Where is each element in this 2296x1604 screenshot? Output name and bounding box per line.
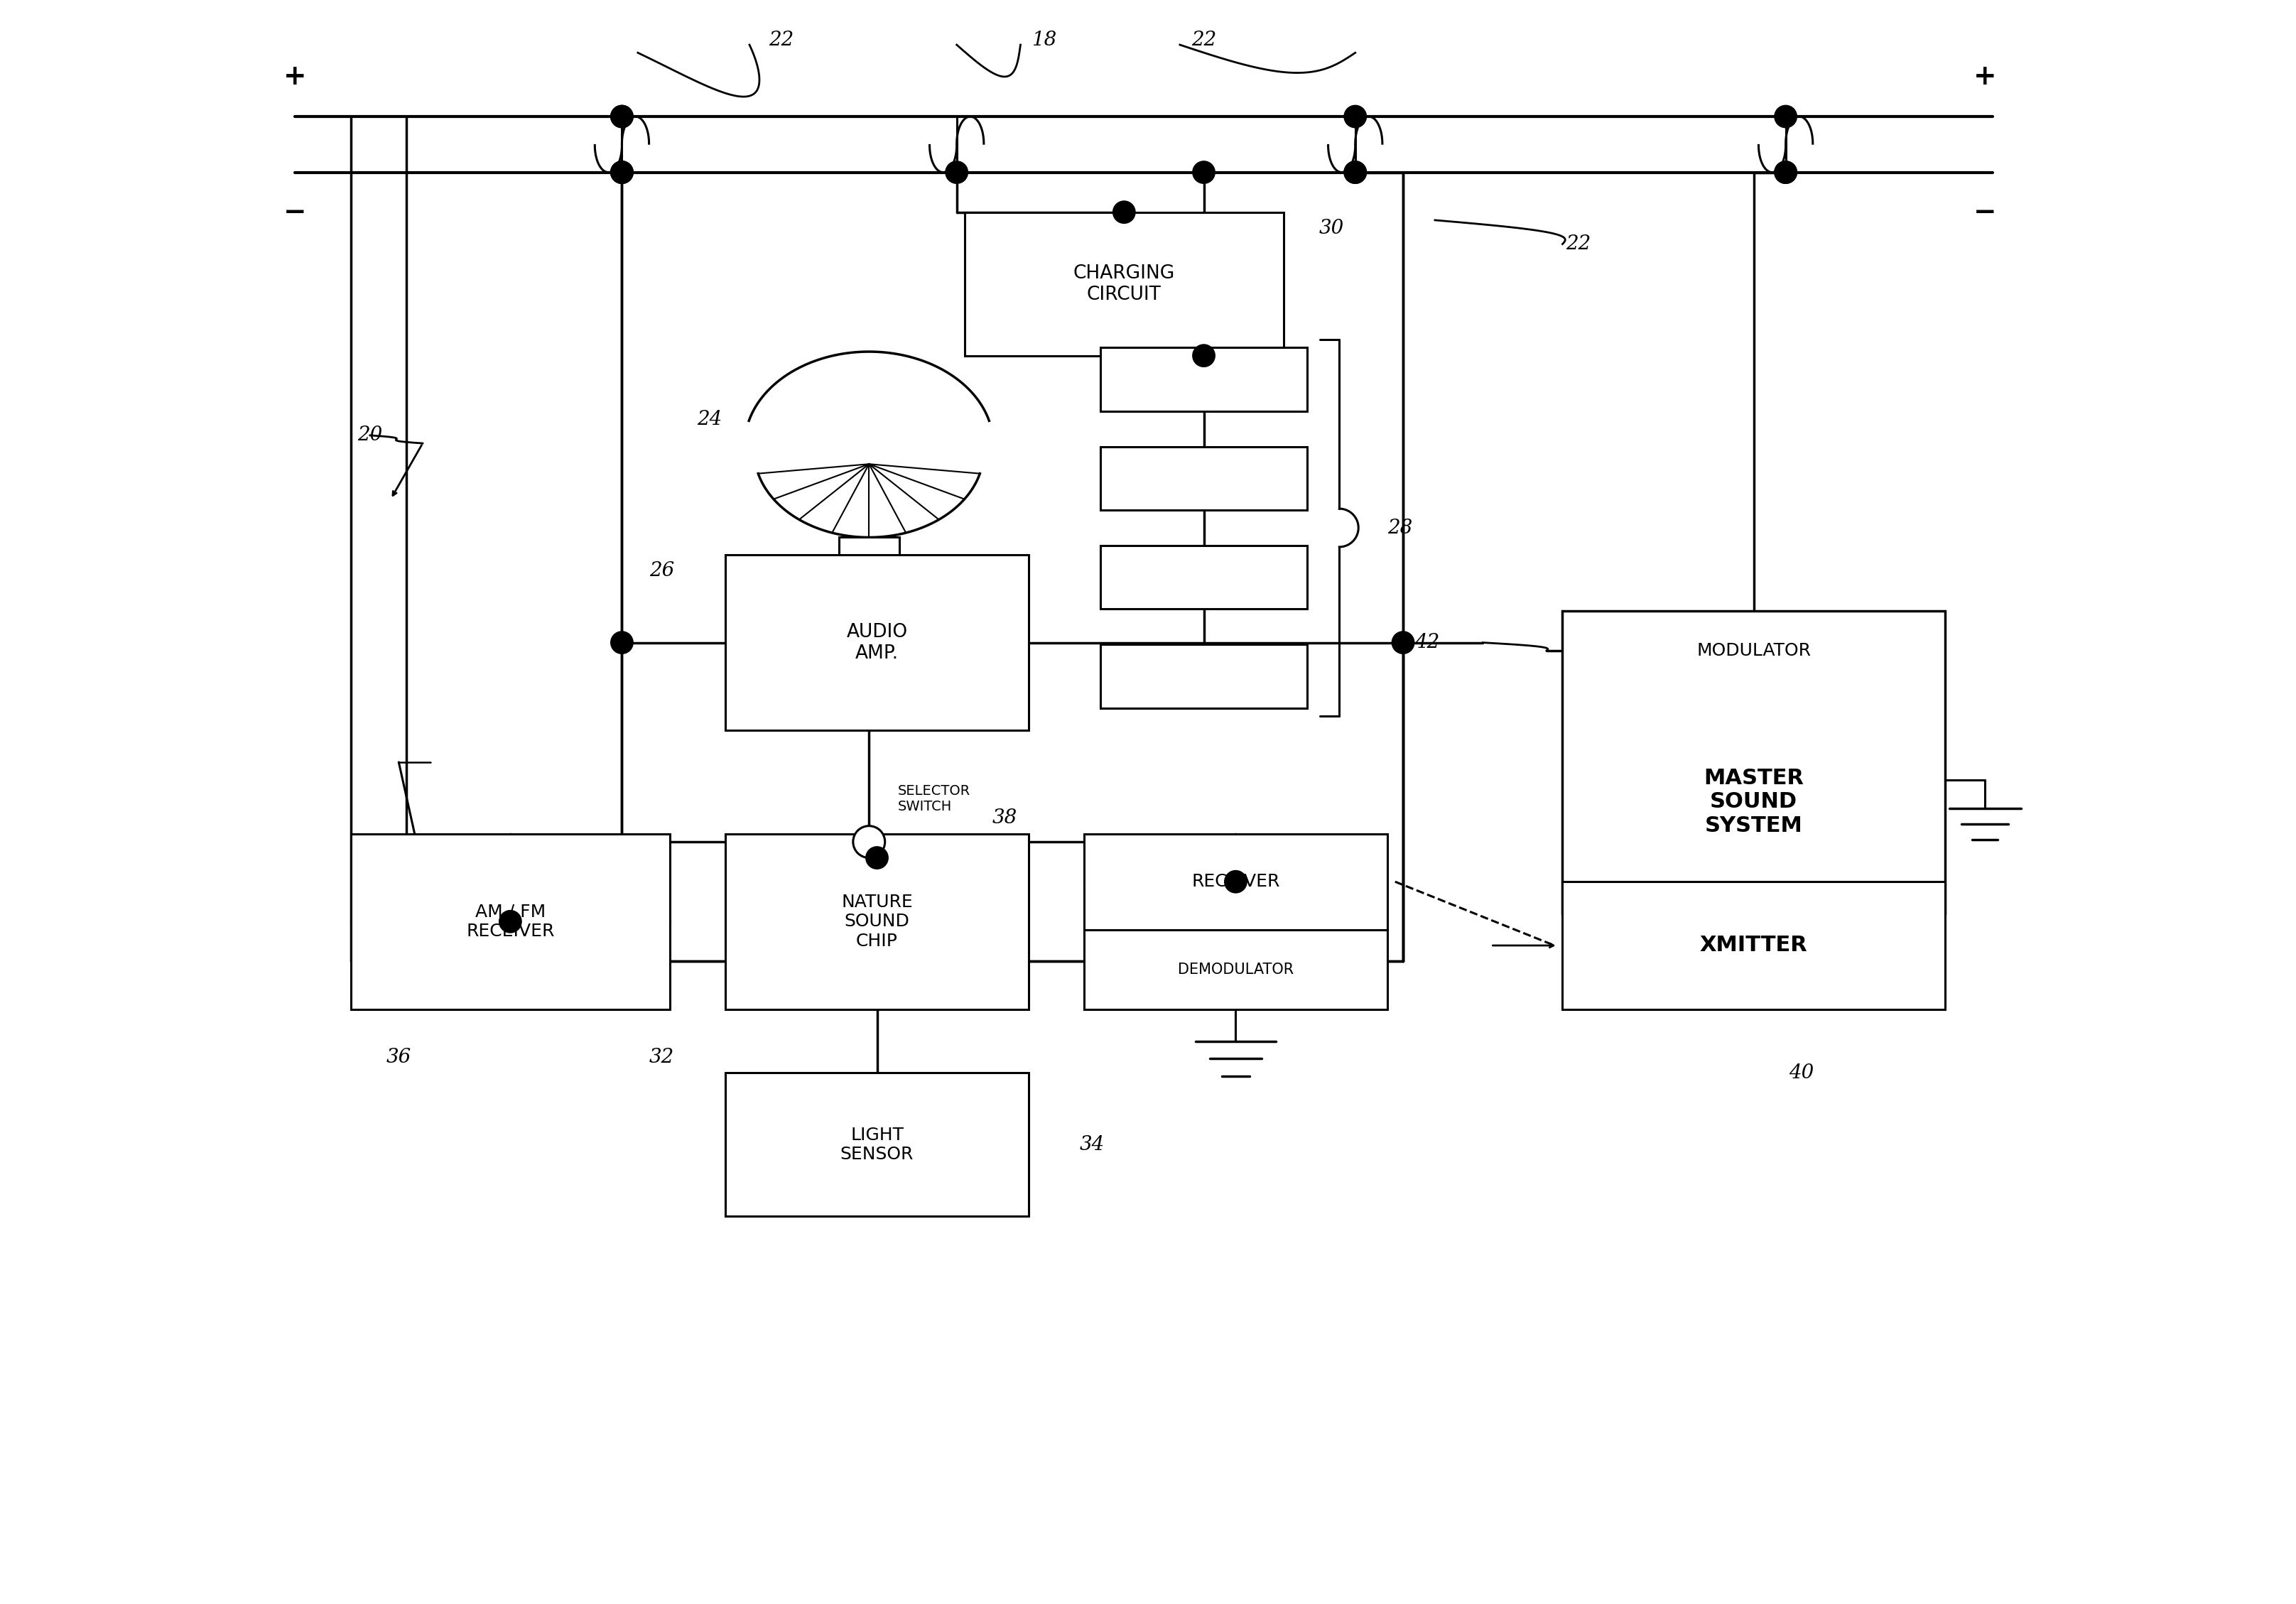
Circle shape (1391, 632, 1414, 654)
Text: NATURE
SOUND
CHIP: NATURE SOUND CHIP (840, 893, 914, 950)
Circle shape (854, 826, 884, 858)
Text: 22: 22 (769, 30, 794, 50)
Text: 32: 32 (650, 1047, 675, 1067)
Text: 26: 26 (650, 561, 675, 581)
Text: 30: 30 (1318, 218, 1343, 237)
Text: +: + (282, 63, 308, 90)
Circle shape (1343, 106, 1366, 128)
Circle shape (611, 106, 634, 128)
Circle shape (611, 106, 634, 128)
Circle shape (1224, 871, 1247, 893)
Text: AM / FM
RECEIVER: AM / FM RECEIVER (466, 903, 556, 940)
Text: 22: 22 (1192, 30, 1217, 50)
Circle shape (1114, 200, 1134, 223)
Text: 20: 20 (358, 425, 383, 444)
Text: 22: 22 (1566, 234, 1591, 253)
Text: −: − (282, 199, 308, 226)
Circle shape (1775, 160, 1798, 183)
Circle shape (1343, 160, 1366, 183)
Bar (838, 537, 900, 589)
Bar (1100, 645, 1306, 707)
Bar (964, 212, 1283, 356)
Bar (1084, 930, 1387, 1009)
Bar (1564, 611, 1945, 914)
Bar (1100, 348, 1306, 412)
Circle shape (611, 160, 634, 183)
Text: RECEIVER: RECEIVER (1192, 873, 1279, 890)
Text: XMITTER: XMITTER (1699, 935, 1807, 956)
Text: CHARGING
CIRCUIT: CHARGING CIRCUIT (1072, 265, 1176, 303)
Circle shape (866, 847, 889, 869)
Circle shape (946, 160, 969, 183)
Text: MODULATOR: MODULATOR (1697, 642, 1812, 659)
Circle shape (1775, 160, 1798, 183)
Text: 42: 42 (1414, 634, 1440, 653)
Text: SELECTOR
SWITCH: SELECTOR SWITCH (898, 784, 971, 813)
Text: DEMODULATOR: DEMODULATOR (1178, 962, 1293, 977)
Text: 28: 28 (1387, 518, 1412, 537)
Text: MASTER
SOUND
SYSTEM: MASTER SOUND SYSTEM (1704, 768, 1805, 836)
Bar (726, 1073, 1029, 1216)
Text: 36: 36 (386, 1047, 411, 1067)
Bar (1564, 882, 1945, 1009)
Text: +: + (1972, 63, 1998, 90)
Text: −: − (1972, 199, 1998, 226)
Text: 18: 18 (1031, 30, 1056, 50)
Bar (1100, 545, 1306, 610)
Circle shape (1343, 160, 1366, 183)
Bar (726, 834, 1029, 1009)
Circle shape (1192, 345, 1215, 367)
Circle shape (1775, 106, 1798, 128)
Bar (1100, 446, 1306, 510)
Bar (726, 555, 1029, 730)
Text: 38: 38 (992, 808, 1017, 828)
Text: AUDIO
AMP.: AUDIO AMP. (847, 622, 907, 662)
Text: 34: 34 (1079, 1136, 1104, 1155)
Text: 24: 24 (698, 409, 723, 428)
Circle shape (611, 160, 634, 183)
Text: 40: 40 (1789, 1063, 1814, 1083)
Circle shape (498, 911, 521, 932)
Circle shape (611, 632, 634, 654)
Circle shape (1192, 160, 1215, 183)
Bar (1084, 834, 1387, 930)
Circle shape (611, 160, 634, 183)
Bar (351, 834, 670, 1009)
Text: LIGHT
SENSOR: LIGHT SENSOR (840, 1126, 914, 1163)
